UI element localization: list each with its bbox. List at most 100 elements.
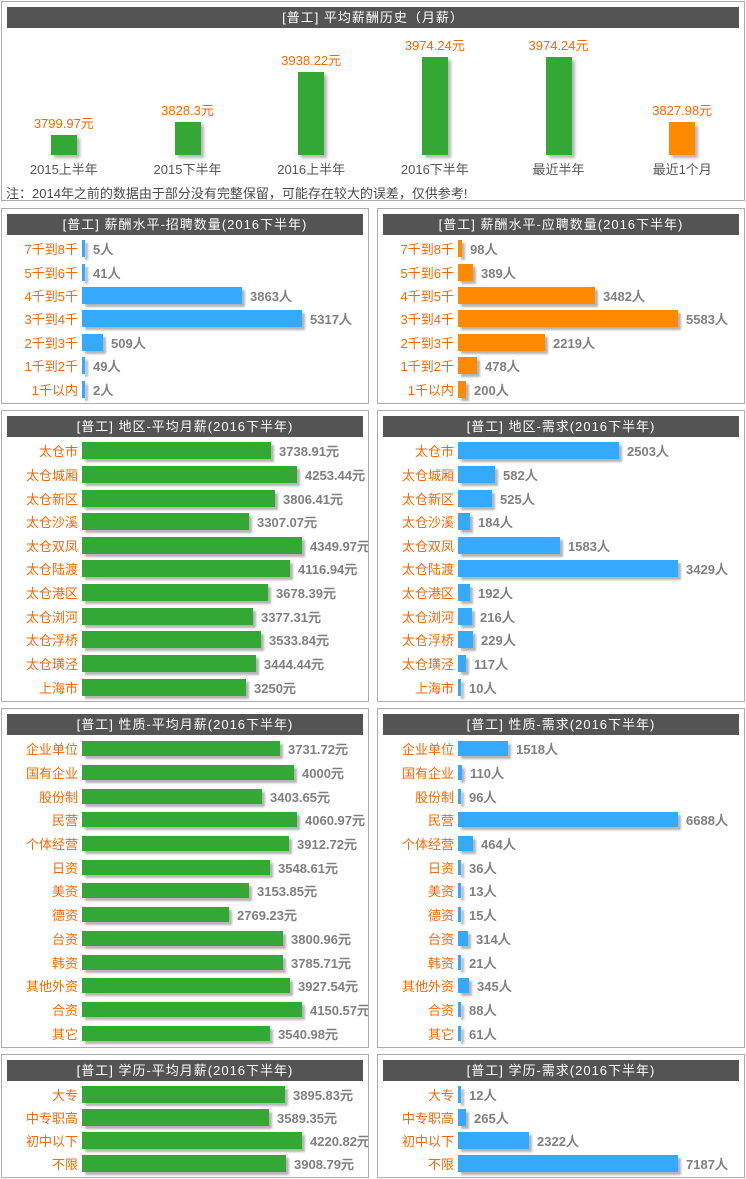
bar-value-label: 6688人: [686, 813, 728, 829]
bar-category-label: 2016上半年: [277, 162, 346, 177]
bar-value-label: 98人: [470, 242, 498, 258]
bar-category-label: 太仓浮桥: [401, 633, 454, 649]
bar-value-label: 3540.98元: [278, 1026, 338, 1042]
bar-category-label: 台资: [51, 931, 78, 947]
bar: [82, 240, 85, 258]
bar-row: 中专职高 265人: [378, 1108, 744, 1127]
bar-category-label: 1千到2千: [24, 359, 78, 375]
history-bar-group: 3974.24元 最近半年: [497, 35, 621, 177]
bar: [82, 631, 261, 649]
bar-category-label: 2015下半年: [153, 162, 222, 177]
bar-value-label: 3429人: [686, 562, 728, 578]
bar-row: 太仓城厢 4253.44元: [2, 465, 368, 484]
bar-value-label: 3806.41元: [283, 491, 343, 507]
bar-category-label: 其它: [51, 1026, 78, 1042]
panel-title: [普工] 学历-需求(2016下半年): [383, 1060, 739, 1081]
bar-value-label: 3938.22元: [281, 53, 342, 68]
bar-category-label: 7千到8千: [24, 242, 78, 258]
history-bar-group: 3828.3元 2015下半年: [126, 35, 250, 177]
bar: [458, 489, 492, 507]
bar-value-label: 314人: [476, 931, 511, 947]
bar-category-label: 国有企业: [25, 766, 78, 782]
education-demand-chart: 大专 12人 中专职高 265人 初中以下 2322人 不限 7187人: [378, 1081, 744, 1177]
bar-value-label: 3738.91元: [279, 444, 339, 460]
history-bar: [50, 135, 77, 155]
bar-row: 不限 3908.79元: [2, 1154, 368, 1173]
bar-row: 企业单位 1518人: [378, 739, 744, 758]
bar-row: 初中以下 2322人: [378, 1131, 744, 1150]
bar-value-label: 3731.72元: [288, 742, 348, 758]
bar-category-label: 个体经营: [401, 837, 454, 853]
bar-value-label: 3678.39元: [276, 586, 336, 602]
bar-value-label: 12人: [469, 1088, 497, 1103]
bar-category-label: 德资: [427, 908, 454, 924]
bar-category-label: 2千到3千: [24, 335, 78, 351]
bar-row: 合资 4150.57元: [2, 1000, 368, 1019]
bar-value-label: 5317人: [310, 312, 352, 328]
bar-row: 太仓城厢 582人: [378, 465, 744, 484]
bar-category-label: 企业单位: [25, 742, 78, 758]
bar-value-label: 3589.35元: [277, 1111, 337, 1126]
bar: [458, 333, 545, 351]
bar-category-label: 民营: [427, 813, 454, 829]
bar-row: 美资 3153.85元: [2, 881, 368, 900]
bar-value-label: 1583人: [568, 538, 610, 554]
bar-category-label: 太仓浏河: [401, 609, 454, 625]
bar-value-label: 3863人: [250, 289, 292, 305]
bar: [82, 584, 268, 602]
bar-category-label: 韩资: [427, 955, 454, 971]
bar-value-label: 478人: [485, 359, 520, 375]
bar: [82, 836, 289, 852]
bar-category-label: 太仓陆渡: [401, 562, 454, 578]
bar-row: 太仓市 3738.91元: [2, 441, 368, 460]
bar-row: 太仓沙溪 3307.07元: [2, 512, 368, 531]
bar: [458, 607, 472, 625]
history-bar-group: 3799.97元 2015上半年: [2, 35, 126, 177]
bar: [458, 1155, 678, 1172]
bar-category-label: 2016下半年: [400, 162, 469, 177]
bar-category-label: 合资: [427, 1002, 454, 1018]
bar-value-label: 265人: [474, 1111, 509, 1126]
bar-category-label: 太仓浮桥: [25, 633, 78, 649]
bar: [82, 357, 85, 375]
bar-value-label: 5人: [93, 242, 114, 258]
bar: [82, 741, 280, 757]
bar-row: 7千到8千 98人: [378, 239, 744, 258]
bar-category-label: 美资: [51, 884, 78, 900]
bar-row: 太仓浮桥 3533.84元: [2, 630, 368, 649]
education-avg-salary-chart: 大专 3895.83元 中专职高 3589.35元 初中以下 4220.82元 不限 3908…: [2, 1081, 368, 1177]
bar-row: 4千到5千 3482人: [378, 286, 744, 305]
bar-row: 上海市 10人: [378, 678, 744, 697]
bar: [458, 1086, 461, 1103]
bar-value-label: 7187人: [686, 1157, 728, 1172]
bar-value-label: 3403.65元: [270, 789, 330, 805]
bar: [458, 442, 619, 460]
bar-value-label: 3307.07元: [257, 515, 317, 531]
bar-row: 1千以内 2人: [2, 380, 368, 399]
bar-value-label: 96人: [469, 789, 497, 805]
bar-value-label: 13人: [469, 884, 497, 900]
bar-row: 2千到3千 2219人: [378, 333, 744, 352]
bar-category-label: 民营: [51, 813, 78, 829]
bar-category-label: 3千到4千: [400, 312, 454, 328]
bar-category-label: 国有企业: [401, 766, 454, 782]
bar-value-label: 2人: [93, 382, 114, 398]
bar-value-label: 3828.3元: [161, 103, 214, 118]
bar-category-label: 太仓新区: [25, 491, 78, 507]
bar-row: 企业单位 3731.72元: [2, 739, 368, 758]
bar-row: 大专 12人: [378, 1085, 744, 1104]
bar-row: 个体经营 464人: [378, 834, 744, 853]
charts-grid: [普工] 薪酬水平-招聘数量(2016下半年) 7千到8千 5人 5千到6千 41人 4千…: [1, 208, 745, 1178]
bar: [82, 442, 271, 460]
bar: [82, 1155, 286, 1172]
bar-row: 1千以内 200人: [378, 380, 744, 399]
history-bar: [545, 57, 572, 155]
bar-row: 其他外资 3927.54元: [2, 976, 368, 995]
bar-value-label: 3785.71元: [291, 955, 351, 971]
bar-row: 德资 15人: [378, 905, 744, 924]
bar: [458, 263, 473, 281]
bar-row: 太仓双凤 1583人: [378, 536, 744, 555]
bar: [82, 1025, 270, 1041]
bar-category-label: 不限: [51, 1157, 78, 1172]
bar-row: 德资 2769.23元: [2, 905, 368, 924]
